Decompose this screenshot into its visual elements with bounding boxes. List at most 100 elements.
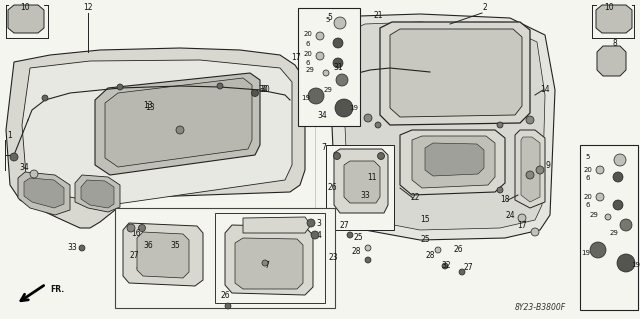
Circle shape bbox=[378, 152, 385, 160]
Circle shape bbox=[364, 164, 372, 172]
Text: 30: 30 bbox=[260, 85, 270, 94]
Text: 16: 16 bbox=[131, 229, 141, 239]
Text: 20: 20 bbox=[584, 194, 593, 200]
Polygon shape bbox=[95, 73, 260, 175]
Text: 3: 3 bbox=[317, 219, 321, 227]
Text: 5: 5 bbox=[328, 13, 332, 23]
Circle shape bbox=[42, 95, 48, 101]
Text: 30: 30 bbox=[258, 85, 268, 94]
Circle shape bbox=[375, 122, 381, 128]
Polygon shape bbox=[22, 60, 292, 205]
Polygon shape bbox=[6, 48, 305, 228]
Polygon shape bbox=[243, 217, 311, 233]
Text: 25: 25 bbox=[420, 235, 430, 244]
Circle shape bbox=[364, 114, 372, 122]
Polygon shape bbox=[597, 46, 626, 76]
Circle shape bbox=[316, 32, 324, 40]
Text: 6: 6 bbox=[586, 202, 590, 208]
Polygon shape bbox=[515, 130, 545, 208]
Circle shape bbox=[117, 84, 123, 90]
Text: 27: 27 bbox=[129, 251, 139, 261]
Text: 5: 5 bbox=[326, 17, 330, 23]
Text: 11: 11 bbox=[367, 174, 377, 182]
Circle shape bbox=[617, 254, 635, 272]
Text: 34: 34 bbox=[19, 164, 29, 173]
Polygon shape bbox=[390, 29, 522, 117]
Circle shape bbox=[596, 166, 604, 174]
Text: 31: 31 bbox=[333, 63, 343, 72]
Circle shape bbox=[79, 245, 85, 251]
Circle shape bbox=[590, 242, 606, 258]
Circle shape bbox=[30, 170, 38, 178]
Text: 28: 28 bbox=[351, 248, 361, 256]
Text: 9: 9 bbox=[545, 160, 550, 169]
Text: 26: 26 bbox=[453, 246, 463, 255]
Circle shape bbox=[217, 83, 223, 89]
Text: 5: 5 bbox=[586, 154, 590, 160]
Polygon shape bbox=[425, 143, 484, 176]
Circle shape bbox=[311, 231, 319, 239]
Text: 29: 29 bbox=[609, 230, 618, 236]
Bar bbox=[215, 213, 325, 303]
Circle shape bbox=[334, 17, 346, 29]
Circle shape bbox=[332, 152, 338, 158]
Text: 6: 6 bbox=[306, 60, 310, 66]
Circle shape bbox=[308, 88, 324, 104]
Text: 20: 20 bbox=[303, 51, 312, 57]
Polygon shape bbox=[344, 161, 380, 203]
Circle shape bbox=[596, 193, 604, 201]
Text: 35: 35 bbox=[170, 241, 180, 250]
Bar bbox=[326, 145, 394, 230]
Polygon shape bbox=[521, 137, 540, 202]
Text: 4: 4 bbox=[317, 231, 321, 240]
Text: 10: 10 bbox=[604, 4, 614, 12]
Text: 32: 32 bbox=[441, 261, 451, 270]
Circle shape bbox=[252, 90, 259, 97]
Circle shape bbox=[346, 71, 354, 79]
Text: 12: 12 bbox=[83, 4, 93, 12]
Circle shape bbox=[335, 99, 353, 117]
Text: 20: 20 bbox=[303, 31, 312, 37]
Circle shape bbox=[613, 200, 623, 210]
Polygon shape bbox=[330, 14, 555, 240]
Circle shape bbox=[605, 214, 611, 220]
Circle shape bbox=[323, 70, 329, 76]
Polygon shape bbox=[412, 136, 495, 188]
Circle shape bbox=[497, 122, 503, 128]
Polygon shape bbox=[123, 223, 203, 286]
Polygon shape bbox=[24, 178, 64, 208]
Circle shape bbox=[333, 152, 340, 160]
Text: 10: 10 bbox=[20, 4, 30, 12]
Circle shape bbox=[176, 126, 184, 134]
Circle shape bbox=[345, 192, 351, 198]
Polygon shape bbox=[8, 5, 44, 33]
Circle shape bbox=[331, 116, 339, 124]
Circle shape bbox=[459, 269, 465, 275]
Polygon shape bbox=[235, 238, 303, 289]
Circle shape bbox=[435, 247, 441, 253]
Text: 26: 26 bbox=[327, 183, 337, 192]
Circle shape bbox=[518, 214, 526, 222]
Text: 33: 33 bbox=[67, 243, 77, 253]
Polygon shape bbox=[596, 5, 632, 33]
Text: 19: 19 bbox=[349, 105, 358, 111]
Polygon shape bbox=[18, 172, 70, 215]
Text: 29: 29 bbox=[589, 212, 598, 218]
Text: 20: 20 bbox=[584, 167, 593, 173]
Text: 6: 6 bbox=[306, 41, 310, 47]
Circle shape bbox=[225, 303, 231, 309]
Text: FR.: FR. bbox=[50, 286, 64, 294]
Text: 8Y23-B3800F: 8Y23-B3800F bbox=[515, 303, 566, 313]
Bar bbox=[115, 208, 335, 308]
Text: 25: 25 bbox=[353, 234, 363, 242]
Text: 34: 34 bbox=[317, 110, 327, 120]
Text: 18: 18 bbox=[500, 196, 509, 204]
Text: 13: 13 bbox=[145, 103, 155, 113]
Circle shape bbox=[127, 224, 135, 232]
Text: 13: 13 bbox=[143, 101, 153, 110]
Circle shape bbox=[536, 166, 544, 174]
Text: 29: 29 bbox=[305, 67, 314, 73]
Text: 7: 7 bbox=[264, 261, 269, 270]
Circle shape bbox=[442, 263, 448, 269]
Circle shape bbox=[365, 245, 371, 251]
